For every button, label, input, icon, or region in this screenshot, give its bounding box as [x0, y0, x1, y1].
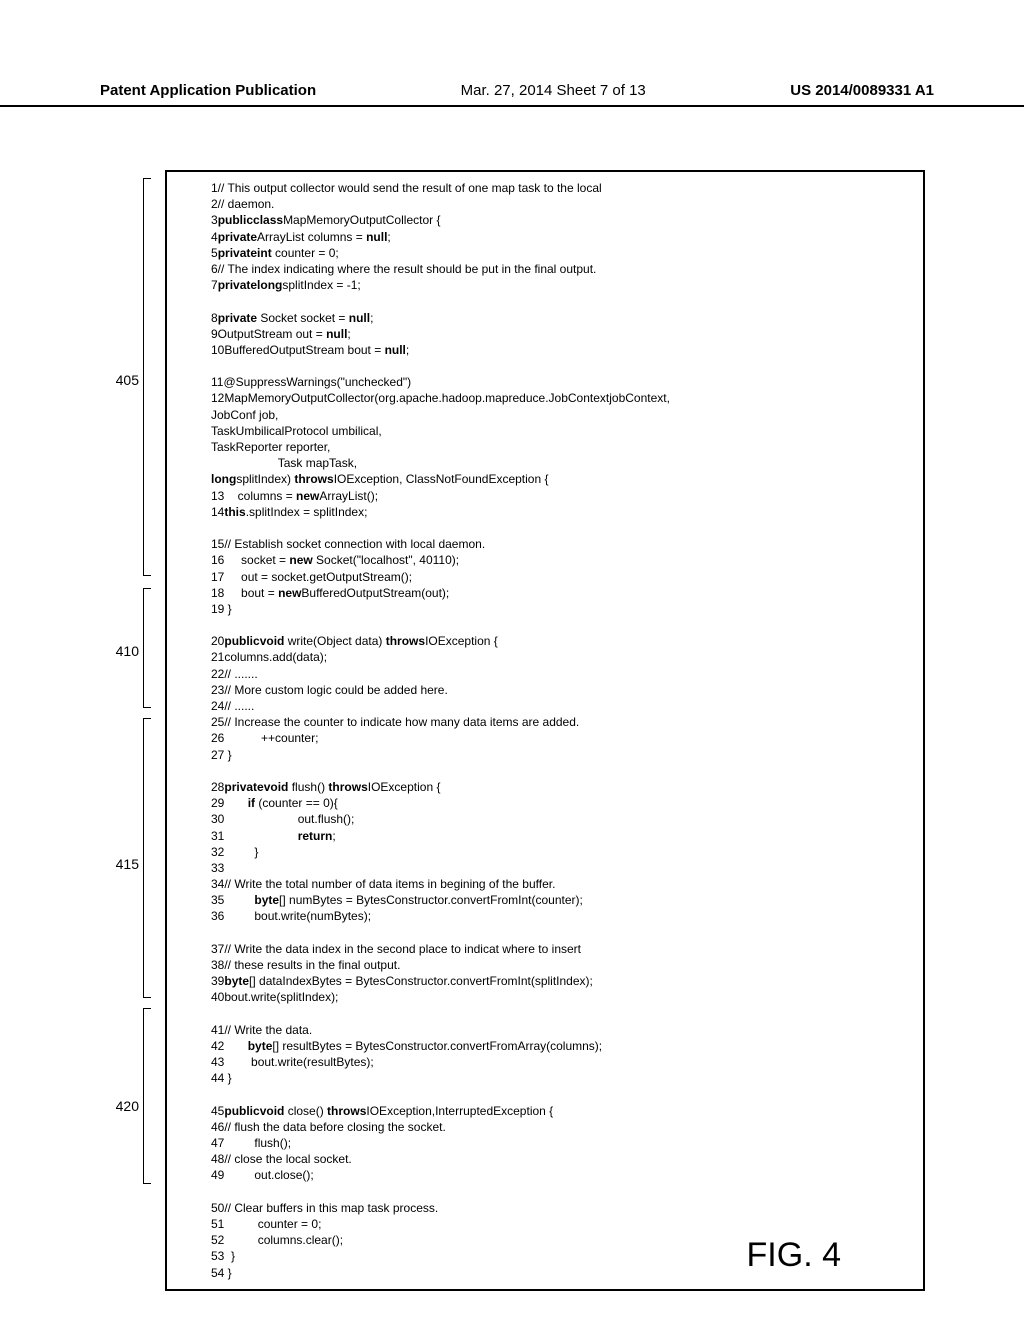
- code-line: [211, 925, 913, 941]
- code-bracket: [143, 718, 151, 998]
- header-mid: Mar. 27, 2014 Sheet 7 of 13: [461, 82, 646, 99]
- code-line: 15// Establish socket connection with lo…: [211, 536, 913, 552]
- code-line: [211, 358, 913, 374]
- code-line: [211, 1184, 913, 1200]
- code-line: 46// flush the data before closing the s…: [211, 1119, 913, 1135]
- code-bracket: [143, 588, 151, 708]
- code-line: [211, 293, 913, 309]
- code-line: 19 }: [211, 601, 913, 617]
- code-line: 48// close the local socket.: [211, 1151, 913, 1167]
- code-line: 32 }: [211, 844, 913, 860]
- figure-label: FIG. 4: [747, 1236, 841, 1275]
- code-line: 17 out = socket.getOutputStream();: [211, 569, 913, 585]
- code-line: Task mapTask,: [211, 455, 913, 471]
- code-line: 26 ++counter;: [211, 730, 913, 746]
- code-line: [211, 617, 913, 633]
- code-line: 1// This output collector would send the…: [211, 180, 913, 196]
- code-line: [211, 520, 913, 536]
- code-line: 37// Write the data index in the second …: [211, 941, 913, 957]
- code-line: 21columns.add(data);: [211, 649, 913, 665]
- code-line: 22// .......: [211, 666, 913, 682]
- code-line: 12MapMemoryOutputCollector(org.apache.ha…: [211, 390, 913, 406]
- code-line: 5privateint counter = 0;: [211, 245, 913, 261]
- code-line: 25// Increase the counter to indicate ho…: [211, 714, 913, 730]
- code-line: 11@SuppressWarnings("unchecked"): [211, 374, 913, 390]
- code-line: 29 if (counter == 0){: [211, 795, 913, 811]
- code-bracket: [143, 1008, 151, 1184]
- code-line: 10BufferedOutputStream bout = null;: [211, 342, 913, 358]
- code-line: [211, 1087, 913, 1103]
- code-line: 44 }: [211, 1070, 913, 1086]
- code-line: [211, 763, 913, 779]
- code-line: 7privatelongsplitIndex = -1;: [211, 277, 913, 293]
- code-line: TaskReporter reporter,: [211, 439, 913, 455]
- code-line: 6// The index indicating where the resul…: [211, 261, 913, 277]
- code-line: 43 bout.write(resultBytes);: [211, 1054, 913, 1070]
- code-line: 30 out.flush();: [211, 811, 913, 827]
- code-line: 4privateArrayList columns = null;: [211, 229, 913, 245]
- code-line: 23// More custom logic could be added he…: [211, 682, 913, 698]
- code-line: 16 socket = new Socket("localhost", 4011…: [211, 552, 913, 568]
- code-line: 51 counter = 0;: [211, 1216, 913, 1232]
- bracket-label: 410: [105, 643, 139, 659]
- code-line: 20publicvoid write(Object data) throwsIO…: [211, 633, 913, 649]
- header-left: Patent Application Publication: [100, 82, 316, 99]
- code-line: 8private Socket socket = null;: [211, 310, 913, 326]
- code-line: 49 out.close();: [211, 1167, 913, 1183]
- code-listing: 1// This output collector would send the…: [165, 170, 925, 1291]
- code-line: 36 bout.write(numBytes);: [211, 908, 913, 924]
- code-line: 50// Clear buffers in this map task proc…: [211, 1200, 913, 1216]
- code-bracket: [143, 178, 151, 576]
- bracket-label: 420: [105, 1098, 139, 1114]
- code-line: 3publicclassMapMemoryOutputCollector {: [211, 212, 913, 228]
- code-line: 40bout.write(splitIndex);: [211, 989, 913, 1005]
- bracket-label: 415: [105, 856, 139, 872]
- code-line: 2// daemon.: [211, 196, 913, 212]
- code-line: 31 return;: [211, 828, 913, 844]
- bracket-label: 405: [105, 372, 139, 388]
- code-line: 41// Write the data.: [211, 1022, 913, 1038]
- code-line: 9OutputStream out = null;: [211, 326, 913, 342]
- code-line: 42 byte[] resultBytes = BytesConstructor…: [211, 1038, 913, 1054]
- code-line: 14this.splitIndex = splitIndex;: [211, 504, 913, 520]
- code-line: 18 bout = newBufferedOutputStream(out);: [211, 585, 913, 601]
- page-header: Patent Application Publication Mar. 27, …: [0, 82, 1024, 107]
- code-line: 13 columns = newArrayList();: [211, 488, 913, 504]
- code-line: longsplitIndex) throwsIOException, Class…: [211, 471, 913, 487]
- header-right: US 2014/0089331 A1: [790, 82, 934, 99]
- code-line: 33: [211, 860, 913, 876]
- code-line: 38// these results in the final output.: [211, 957, 913, 973]
- code-line: 24// ......: [211, 698, 913, 714]
- code-line: 34// Write the total number of data item…: [211, 876, 913, 892]
- code-line: TaskUmbilicalProtocol umbilical,: [211, 423, 913, 439]
- code-line: 27 }: [211, 747, 913, 763]
- figure-area: 405410415420 1// This output collector w…: [165, 170, 925, 1291]
- code-line: [211, 1006, 913, 1022]
- code-line: 28privatevoid flush() throwsIOException …: [211, 779, 913, 795]
- code-line: 35 byte[] numBytes = BytesConstructor.co…: [211, 892, 913, 908]
- code-line: 39byte[] dataIndexBytes = BytesConstruct…: [211, 973, 913, 989]
- code-line: 45publicvoid close() throwsIOException,I…: [211, 1103, 913, 1119]
- code-line: JobConf job,: [211, 407, 913, 423]
- code-line: 47 flush();: [211, 1135, 913, 1151]
